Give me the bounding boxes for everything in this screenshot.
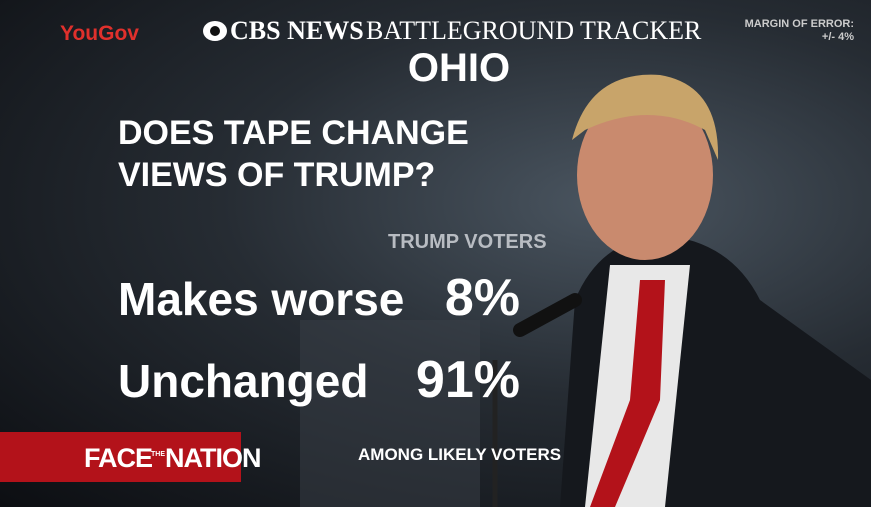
tracker-title: BATTLEGROUND TRACKER xyxy=(366,16,702,45)
margin-value: +/- 4% xyxy=(821,31,854,43)
show-logo: FACE THE NATION xyxy=(0,432,261,482)
margin-label: MARGIN OF ERROR: xyxy=(744,18,854,30)
yougov-logo: YouGov xyxy=(60,22,139,45)
network-name: CBS NEWS xyxy=(230,16,364,45)
row-value: 8% xyxy=(444,269,520,327)
state-name: OHIO xyxy=(407,46,511,90)
column-header: TRUMP VOTERS xyxy=(388,231,547,253)
row-label: Unchanged xyxy=(118,355,369,407)
cbs-eye xyxy=(203,21,227,41)
show-word: FACE xyxy=(84,443,153,473)
question-line: DOES TAPE CHANGE xyxy=(118,114,469,152)
show-word: THE xyxy=(151,451,165,458)
row-value: 91% xyxy=(415,351,520,409)
row-label: Makes worse xyxy=(118,273,405,325)
question-line: VIEWS OF TRUMP? xyxy=(118,156,436,194)
footnote: AMONG LIKELY VOTERS xyxy=(358,445,562,464)
margin-of-error: MARGIN OF ERROR: +/- 4% xyxy=(745,18,854,44)
question: DOES TAPE CHANGE VIEWS OF TRUMP? xyxy=(118,112,469,196)
show-word: NATION xyxy=(165,443,261,473)
